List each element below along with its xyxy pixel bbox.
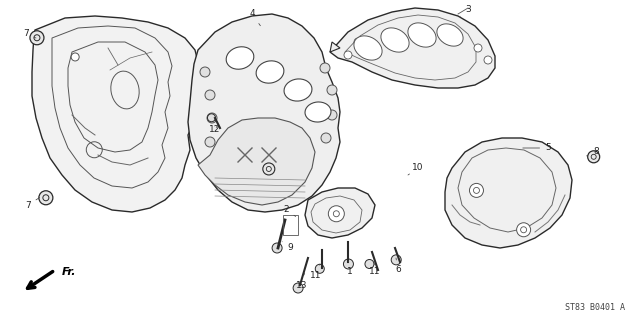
- Circle shape: [272, 243, 282, 253]
- Text: Fr.: Fr.: [62, 267, 76, 277]
- Text: ST83 B0401 A: ST83 B0401 A: [565, 303, 625, 312]
- Polygon shape: [188, 14, 340, 212]
- Circle shape: [344, 51, 352, 59]
- Text: 3: 3: [460, 5, 471, 16]
- Circle shape: [205, 137, 215, 147]
- Ellipse shape: [226, 47, 254, 69]
- Text: 5: 5: [523, 143, 551, 153]
- Circle shape: [39, 191, 53, 205]
- Circle shape: [293, 283, 303, 293]
- Polygon shape: [198, 118, 315, 205]
- Circle shape: [484, 56, 492, 64]
- Text: 6: 6: [395, 258, 401, 275]
- Text: 10: 10: [408, 164, 424, 175]
- Text: 11: 11: [369, 262, 381, 276]
- Text: 4: 4: [249, 10, 261, 26]
- Circle shape: [208, 114, 215, 122]
- Ellipse shape: [354, 36, 382, 60]
- Text: 13: 13: [296, 273, 308, 290]
- Polygon shape: [305, 188, 375, 238]
- Circle shape: [263, 163, 275, 175]
- Text: 7: 7: [23, 29, 36, 38]
- Ellipse shape: [284, 79, 312, 101]
- Ellipse shape: [437, 24, 463, 46]
- Text: 1: 1: [347, 261, 353, 276]
- Polygon shape: [445, 138, 572, 248]
- Circle shape: [328, 206, 345, 222]
- Circle shape: [321, 133, 331, 143]
- Circle shape: [205, 90, 215, 100]
- Circle shape: [200, 67, 210, 77]
- Polygon shape: [330, 42, 340, 52]
- Circle shape: [71, 53, 79, 61]
- Text: 7: 7: [25, 197, 39, 210]
- Circle shape: [474, 44, 482, 52]
- Circle shape: [327, 85, 337, 95]
- Ellipse shape: [305, 102, 331, 122]
- Circle shape: [391, 255, 401, 265]
- Polygon shape: [32, 16, 198, 212]
- Circle shape: [343, 259, 354, 269]
- Ellipse shape: [256, 61, 284, 83]
- Text: 2: 2: [283, 205, 296, 216]
- Text: 9: 9: [282, 242, 293, 252]
- Text: 12: 12: [210, 125, 220, 134]
- Circle shape: [588, 151, 599, 163]
- Circle shape: [30, 31, 44, 45]
- Circle shape: [517, 223, 531, 237]
- Ellipse shape: [381, 28, 409, 52]
- Circle shape: [327, 110, 337, 120]
- Ellipse shape: [408, 23, 436, 47]
- Circle shape: [315, 264, 324, 273]
- Circle shape: [207, 113, 217, 123]
- Circle shape: [354, 38, 362, 46]
- Circle shape: [320, 63, 330, 73]
- Circle shape: [469, 183, 483, 197]
- Polygon shape: [330, 8, 495, 88]
- Text: 8: 8: [587, 148, 599, 156]
- Text: 11: 11: [310, 264, 322, 279]
- Circle shape: [365, 260, 374, 268]
